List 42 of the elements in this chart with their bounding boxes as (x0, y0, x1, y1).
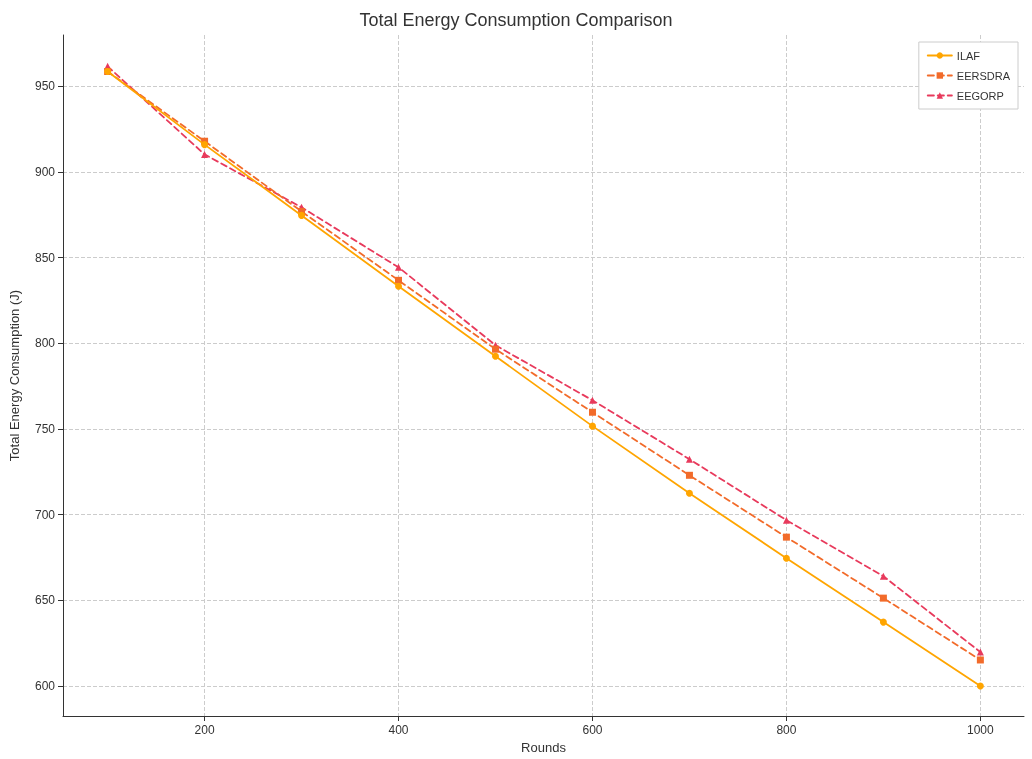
point (782, 533, 790, 541)
y-tick-label: 850 (34, 250, 56, 265)
point (685, 489, 693, 497)
chart-title: Total Energy Consumption Comparison (359, 10, 673, 30)
x-axis-title: Rounds (521, 739, 567, 755)
y-tick-label: 650 (34, 593, 56, 608)
point (976, 656, 984, 664)
point (879, 618, 887, 626)
point (976, 648, 984, 656)
y-tick-label: 800 (34, 336, 56, 351)
point (588, 422, 596, 430)
point (782, 554, 790, 562)
point (395, 263, 403, 271)
point (492, 345, 499, 353)
x-tick-label: 600 (582, 723, 603, 737)
point (201, 150, 209, 158)
y-tick-label: 700 (34, 507, 56, 522)
point (395, 276, 403, 284)
point (395, 282, 403, 290)
legend-label: EERSDRA (956, 69, 1011, 82)
point (201, 141, 209, 149)
point (298, 211, 306, 219)
legend-label: EEGORP (956, 89, 1004, 102)
y-tick-label: 600 (34, 679, 56, 694)
y-axis-title: Total Energy Consumption (J) (7, 289, 22, 462)
x-tick-label: 800 (776, 723, 797, 737)
x-tick-label: 200 (194, 723, 215, 737)
point (685, 455, 693, 463)
y-tick-label: 950 (34, 79, 56, 94)
point (588, 408, 596, 416)
x-tick-label: 1000 (967, 723, 995, 737)
point (976, 682, 984, 690)
point (588, 396, 596, 404)
point (782, 516, 790, 524)
point (685, 471, 693, 479)
y-tick-label: 900 (34, 165, 56, 180)
y-tick-label: 750 (34, 422, 56, 437)
point (492, 352, 499, 360)
point (879, 594, 887, 602)
legend-label: ILAF (956, 49, 981, 62)
x-tick-label: 400 (388, 723, 409, 737)
point (879, 572, 887, 580)
